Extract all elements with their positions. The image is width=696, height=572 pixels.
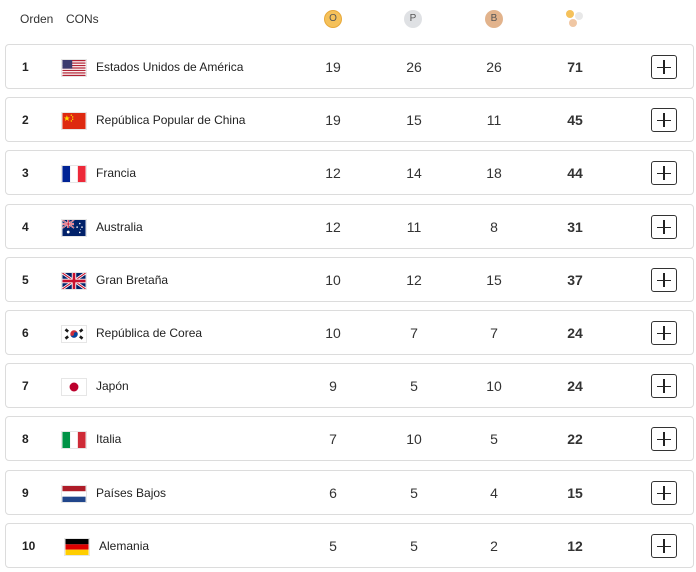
bronze-count: 7 [490,325,498,341]
table-header: Orden CONs O P B [0,0,696,40]
rank-value: 2 [22,113,29,127]
rank-value: 7 [22,379,29,393]
expand-row-button[interactable] [651,481,677,505]
bronze-count: 8 [490,219,498,235]
italy-flag-icon [61,431,87,449]
rank-value: 3 [22,166,29,180]
table-row: 9 Países Bajos 6 5 4 15 [5,470,694,515]
australia-flag-icon [61,219,87,237]
country-name: Japón [96,379,129,393]
country-name: Países Bajos [96,486,167,500]
bronze-count: 4 [490,485,498,501]
silver-count: 10 [406,431,422,447]
country-name: República de Corea [96,326,203,340]
expand-row-button[interactable] [651,268,677,292]
expand-row-button[interactable] [651,374,677,398]
netherlands-flag-icon [61,485,87,503]
gold-count: 19 [325,112,341,128]
total-count: 45 [567,112,583,128]
expand-row-button[interactable] [651,534,677,558]
rank-value: 6 [22,326,29,340]
bronze-count: 15 [486,272,502,288]
table-row: 5 Gran Bretaña 10 12 15 37 [5,257,694,302]
table-row: 10 Alemania 5 5 2 12 [5,523,694,568]
expand-row-button[interactable] [651,215,677,239]
total-count: 24 [567,378,583,394]
gold-count: 9 [329,378,337,394]
table-row: 2 República Popular de China 19 15 11 45 [5,97,694,142]
total-count: 37 [567,272,583,288]
silver-count: 5 [410,378,418,394]
total-count: 24 [567,325,583,341]
rank-value: 8 [22,432,29,446]
expand-row-button[interactable] [651,55,677,79]
silver-count: 5 [410,485,418,501]
silver-count: 14 [406,165,422,181]
total-count: 44 [567,165,583,181]
table-row: 3 Francia 12 14 18 44 [5,150,694,195]
gold-count: 5 [329,538,337,554]
gold-count: 10 [325,272,341,288]
bronze-medal-icon: B [485,10,503,28]
total-count: 12 [567,538,583,554]
total-count: 31 [567,219,583,235]
country-name: Australia [96,220,143,234]
silver-count: 12 [406,272,422,288]
gold-count: 7 [329,431,337,447]
total-count: 15 [567,485,583,501]
table-row: 1 Estados Unidos de América 19 26 26 71 [5,44,694,89]
gold-count: 6 [329,485,337,501]
table-row: 4 Australia 12 11 8 31 [5,204,694,249]
silver-count: 7 [410,325,418,341]
bronze-count: 5 [490,431,498,447]
gold-count: 19 [325,59,341,75]
silver-medal-icon: P [404,10,422,28]
rank-value: 1 [22,60,29,74]
gold-medal-icon: O [324,10,342,28]
gold-count: 12 [325,165,341,181]
table-row: 8 Italia 7 10 5 22 [5,416,694,461]
silver-count: 26 [406,59,422,75]
table-row: 7 Japón 9 5 10 24 [5,363,694,408]
bronze-count: 18 [486,165,502,181]
usa-flag-icon [61,59,87,77]
expand-row-button[interactable] [651,427,677,451]
bronze-count: 2 [490,538,498,554]
japan-flag-icon [61,378,87,396]
expand-row-button[interactable] [651,161,677,185]
silver-count: 5 [410,538,418,554]
country-name: Alemania [99,539,150,553]
germany-flag-icon [64,538,90,556]
country-name: Estados Unidos de América [96,60,244,74]
noc-column-header: CONs [66,12,99,26]
total-count: 22 [567,431,583,447]
silver-count: 11 [406,219,422,235]
expand-row-button[interactable] [651,108,677,132]
country-name: Gran Bretaña [96,273,169,287]
great-britain-flag-icon [61,272,87,290]
country-name: República Popular de China [96,113,246,127]
rank-value: 5 [22,273,29,287]
rank-column-header: Orden [20,12,54,26]
total-count: 71 [567,59,583,75]
rank-value: 9 [22,486,29,500]
france-flag-icon [61,165,87,183]
medals-total-icon [564,9,588,29]
gold-count: 12 [325,219,341,235]
bronze-count: 26 [486,59,502,75]
korea-flag-icon [61,325,87,343]
gold-count: 10 [325,325,341,341]
country-name: Italia [96,432,122,446]
expand-row-button[interactable] [651,321,677,345]
silver-count: 15 [406,112,422,128]
rank-value: 10 [22,539,36,553]
rank-value: 4 [22,220,29,234]
china-flag-icon [61,112,87,130]
bronze-count: 10 [486,378,502,394]
country-name: Francia [96,166,137,180]
bronze-count: 11 [486,112,502,128]
table-row: 6 República de Corea 10 7 7 24 [5,310,694,355]
